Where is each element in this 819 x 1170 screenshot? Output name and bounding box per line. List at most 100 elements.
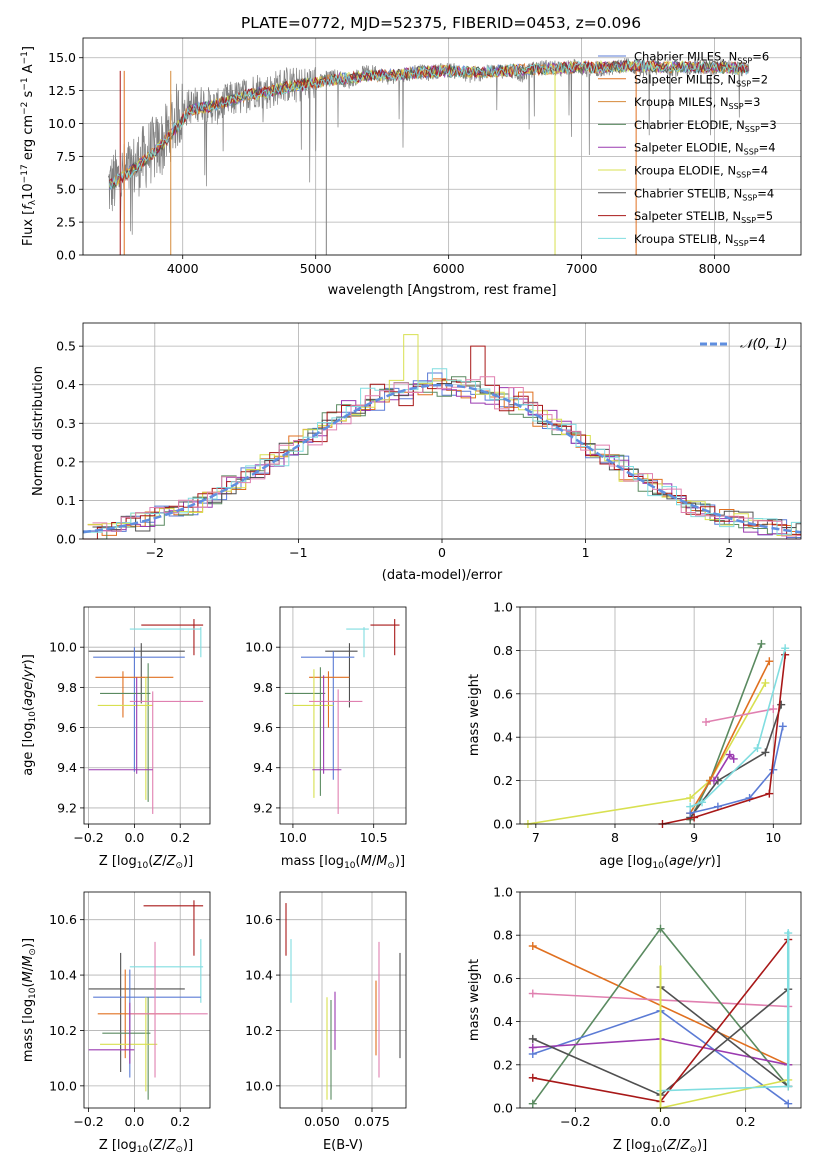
- y-tick-label: 0.0: [493, 817, 513, 832]
- y-tick-label: 10.2: [245, 1023, 273, 1038]
- y-tick-label: 0.5: [56, 339, 76, 354]
- y-tick-label: 0.6: [493, 686, 513, 701]
- mass-weight-series-line: [660, 1079, 789, 1109]
- legend-entry-label: Kroupa ELODIE, NSSP=4: [634, 164, 768, 180]
- x-tick-label: 0.075: [354, 1114, 390, 1129]
- mass-weight-vs-age-ylabel: mass weight: [467, 674, 482, 756]
- y-tick-label: 0.2: [493, 773, 513, 788]
- mass-weight-vs-z-panel: −0.2 0.0 0.2 0.0 0.2 0.4 0.6 0.8 1.0 Z [log10(Z/…: [467, 885, 802, 1155]
- legend-entry-label: Salpeter ELODIE, NSSP=4: [634, 141, 776, 157]
- mass-weight-vs-age-panel: 7 8 9 10 0.0 0.2 0.4 0.6 0.8 1.0 age [log10(age/y…: [467, 600, 802, 871]
- mass-vs-ebv-xlabel: E(B-V): [323, 1138, 363, 1153]
- x-tick-label: 7000: [566, 261, 598, 276]
- spectrum-legend: Chabrier MILES, NSSP=6 Salpeter MILES, NS…: [598, 50, 777, 248]
- spectrum-plot-area: [107, 57, 750, 255]
- y-tick-label: 7.5: [56, 149, 76, 164]
- legend-entry-label: Kroupa MILES, NSSP=3: [634, 95, 760, 111]
- x-tick-label: 9: [690, 830, 698, 845]
- x-tick-label: 8000: [699, 261, 731, 276]
- x-tick-label: 2: [725, 545, 733, 560]
- mass-vs-z-ylabel: mass [log10(M/M⊙)]: [21, 938, 38, 1062]
- y-tick-label: 10.0: [49, 640, 77, 655]
- x-tick-label: 7: [532, 830, 540, 845]
- residual-histogram-step: [87, 368, 801, 535]
- x-tick-label: 0.0: [124, 1114, 144, 1129]
- y-tick-label: 10.2: [49, 1023, 77, 1038]
- mass-weight-vs-z-xlabel: Z [log10(Z/Z⊙)]: [613, 1138, 707, 1155]
- y-tick-label: 0.0: [56, 248, 76, 263]
- y-tick-label: 0.8: [493, 643, 513, 658]
- y-tick-label: 0.3: [56, 416, 76, 431]
- age-vs-mass-axes-frame: [279, 606, 407, 825]
- y-tick-label: 1.0: [493, 600, 513, 615]
- residuals-plot-area: [82, 334, 802, 540]
- x-tick-label: 0.2: [736, 1114, 756, 1129]
- mass-vs-ebv-panel: 0.050 0.075 10.0 10.2 10.4 10.6 E(B-V): [245, 891, 407, 1153]
- x-tick-label: 0.0: [124, 830, 144, 845]
- x-tick-label: 0: [438, 545, 446, 560]
- legend-entry-label: Chabrier MILES, NSSP=6: [634, 50, 769, 66]
- normal-distribution-curve: [82, 383, 802, 534]
- x-tick-label: 10.5: [360, 830, 388, 845]
- legend-entry-label: Salpeter MILES, NSSP=2: [634, 72, 768, 88]
- x-tick-label: −0.2: [73, 1114, 103, 1129]
- mass-weight-vs-age-axes-frame: [519, 606, 802, 825]
- age-vs-mass-xlabel: mass [log10(M/M⊙)]: [281, 854, 405, 871]
- mass-vs-z-panel: −0.2 0.0 0.2 10.0 10.2 10.4 10.6 Z [log10(Z/Z⊙…: [21, 891, 211, 1155]
- residuals-xlabel: (data-model)/error: [382, 568, 503, 583]
- y-tick-label: 0.0: [493, 1101, 513, 1116]
- mass-weight-series-line: [660, 933, 789, 1092]
- x-tick-label: 5000: [300, 261, 332, 276]
- y-tick-label: 9.8: [253, 680, 273, 695]
- residuals-ylabel: Normed distribution: [31, 366, 46, 496]
- y-tick-label: 9.6: [57, 720, 77, 735]
- mass-weight-series-line: [689, 643, 763, 821]
- x-tick-label: 0.0: [651, 1114, 671, 1129]
- legend-entry-label: Salpeter STELIB, NSSP=5: [634, 209, 773, 225]
- mass-weight-series-line: [689, 647, 786, 808]
- legend-entry-label: Chabrier STELIB, NSSP=4: [634, 186, 774, 202]
- y-tick-label: 10.0: [245, 640, 273, 655]
- age-vs-z-ylabel: age [log10(age/yr)]: [21, 654, 38, 776]
- y-tick-label: 0.6: [493, 971, 513, 986]
- y-tick-label: 10.0: [245, 1078, 273, 1093]
- y-tick-label: 1.0: [493, 885, 513, 900]
- x-tick-label: 6000: [433, 261, 465, 276]
- mass-weight-series-line: [705, 708, 774, 723]
- y-tick-label: 0.4: [493, 1014, 513, 1029]
- spectrum-panel: 4000 5000 6000 7000 8000 0.0 2.5 5.0 7.5 10.0 12.5…: [20, 37, 802, 298]
- y-tick-label: 9.6: [253, 720, 273, 735]
- age-vs-z-axes-frame: [83, 606, 211, 825]
- x-tick-label: 10: [765, 830, 781, 845]
- residuals-panel: −2 −1 0 1 2 0.0 0.1 0.2 0.3 0.4 0.5 (data-model)/e…: [31, 322, 802, 583]
- x-tick-label: 0.2: [170, 1114, 190, 1129]
- spectrum-axes-frame: [82, 37, 802, 256]
- x-tick-label: 0.2: [170, 830, 190, 845]
- y-tick-label: 10.0: [48, 116, 76, 131]
- residual-histogram-step: [87, 378, 801, 536]
- x-tick-label: 8: [611, 830, 619, 845]
- mass-vs-z-axes-frame: [83, 891, 211, 1109]
- x-tick-label: −0.2: [560, 1114, 590, 1129]
- spectrum-xlabel: wavelength [Angstrom, rest frame]: [328, 283, 557, 298]
- y-tick-label: 0.2: [56, 454, 76, 469]
- y-tick-label: 10.0: [49, 1078, 77, 1093]
- y-tick-label: 10.4: [245, 968, 273, 983]
- y-tick-label: 10.6: [49, 912, 77, 927]
- legend-entry-label: Kroupa STELIB, NSSP=4: [634, 232, 765, 248]
- y-tick-label: 5.0: [56, 182, 76, 197]
- y-tick-label: 0.2: [493, 1057, 513, 1072]
- age-vs-z-xlabel: Z [log10(Z/Z⊙)]: [99, 854, 193, 871]
- y-tick-label: 0.8: [493, 928, 513, 943]
- y-tick-label: 12.5: [48, 83, 76, 98]
- y-tick-label: 0.4: [493, 730, 513, 745]
- x-tick-label: −0.2: [73, 830, 103, 845]
- y-tick-label: 10.4: [49, 968, 77, 983]
- y-tick-label: 0.0: [56, 532, 76, 547]
- mass-weight-series-line: [527, 682, 767, 825]
- y-tick-label: 9.8: [57, 680, 77, 695]
- x-tick-label: 10.0: [279, 830, 307, 845]
- legend-entry-label: Chabrier ELODIE, NSSP=3: [634, 118, 777, 134]
- model-spectrum-line: [109, 59, 749, 190]
